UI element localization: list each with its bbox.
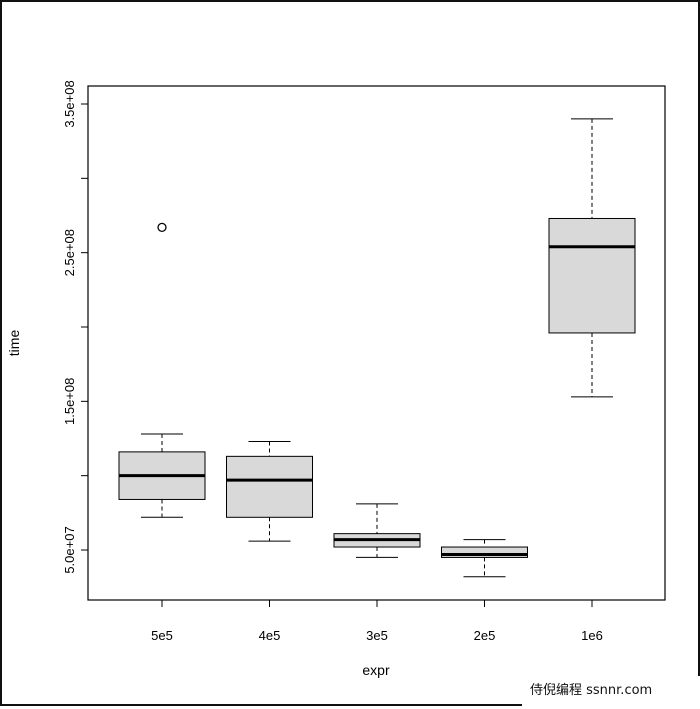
box-iqr <box>227 456 313 517</box>
box-iqr <box>549 218 635 332</box>
x-axis: 5e5 4e5 3e5 2e5 1e6 <box>151 600 603 643</box>
box-4e5 <box>227 441 313 541</box>
box-1e6 <box>549 119 635 397</box>
watermark-text: 侍倪编程 ssnnr.com <box>522 676 700 706</box>
x-tick-label: 1e6 <box>581 628 603 643</box>
y-tick-label: 2.5e+08 <box>62 229 77 276</box>
outlier-point <box>158 223 166 231</box>
x-tick-label: 2e5 <box>474 628 496 643</box>
x-tick-label: 3e5 <box>366 628 388 643</box>
plot-area <box>88 86 665 600</box>
box-2e5 <box>442 540 528 577</box>
y-tick-label: 1.5e+08 <box>62 378 77 425</box>
y-axis: 5.0e+07 1.5e+08 2.5e+08 3.5e+08 <box>62 80 88 573</box>
box-5e5 <box>119 223 205 517</box>
x-tick-label: 4e5 <box>259 628 281 643</box>
box-3e5 <box>334 504 420 558</box>
boxes-group <box>119 119 635 577</box>
x-axis-label: expr <box>362 662 390 678</box>
y-axis-label: time <box>6 330 22 357</box>
x-tick-label: 5e5 <box>151 628 173 643</box>
y-tick-label: 5.0e+07 <box>62 526 77 573</box>
y-tick-label: 3.5e+08 <box>62 80 77 127</box>
